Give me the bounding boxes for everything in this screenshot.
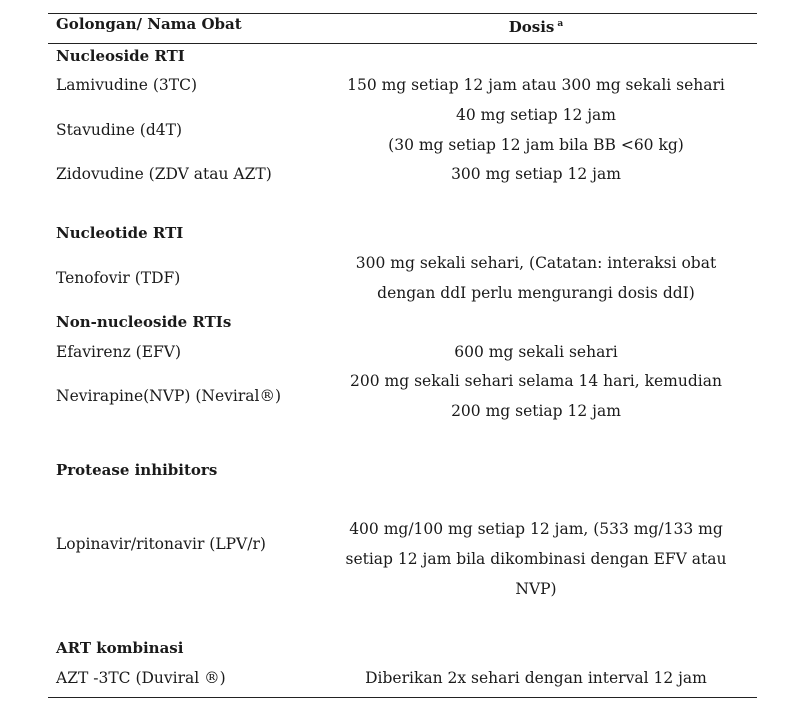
drug-name: AZT -3TC (Duviral ®) <box>56 669 226 687</box>
drug-dose: 600 mg sekali sehari <box>454 343 618 361</box>
column-header-drug: Golongan/ Nama Obat <box>56 15 242 33</box>
dose-footnote-marker: a <box>557 19 564 29</box>
table-bottom-rule <box>48 697 757 698</box>
drug-name: Efavirenz (EFV) <box>56 343 182 361</box>
group-heading: ART kombinasi <box>56 639 184 657</box>
group-heading: Nucleotide RTI <box>56 224 184 242</box>
drug-dose: dengan ddI perlu mengurangi dosis ddI) <box>377 284 695 302</box>
drug-name: Zidovudine (ZDV atau AZT) <box>56 165 272 183</box>
drug-dose: 300 mg setiap 12 jam <box>451 165 621 183</box>
drug-name: Lopinavir/ritonavir (LPV/r) <box>56 535 266 553</box>
table-header-rule <box>48 43 757 44</box>
drug-dose: NVP) <box>515 580 557 598</box>
drug-dose: 400 mg/100 mg setiap 12 jam, (533 mg/133… <box>349 520 723 538</box>
table-top-rule <box>48 13 757 14</box>
drug-dose: 300 mg sekali sehari, (Catatan: interaks… <box>355 254 717 272</box>
drug-dose: (30 mg setiap 12 jam bila BB <60 kg) <box>388 136 684 154</box>
drug-name: Stavudine (d4T) <box>56 121 183 139</box>
group-heading: Nucleoside RTI <box>56 47 185 65</box>
group-heading: Protease inhibitors <box>56 461 218 479</box>
drug-dose: 40 mg setiap 12 jam <box>456 106 616 124</box>
drug-name: Nevirapine(NVP) (Neviral®) <box>56 387 281 405</box>
drug-name: Tenofovir (TDF) <box>56 269 181 287</box>
drug-dose: 200 mg setiap 12 jam <box>451 402 621 420</box>
group-heading: Non-nucleoside RTIs <box>56 313 232 331</box>
drug-dose: Diberikan 2x sehari dengan interval 12 j… <box>365 669 707 687</box>
drug-dose: 200 mg sekali sehari selama 14 hari, kem… <box>350 372 722 390</box>
drug-dose: setiap 12 jam bila dikombinasi dengan EF… <box>345 550 727 568</box>
drug-dose: 150 mg setiap 12 jam atau 300 mg sekali … <box>347 76 725 94</box>
drug-name: Lamivudine (3TC) <box>56 76 198 94</box>
column-header-dose-label: Dosis <box>508 18 555 36</box>
column-header-dose: Dosis a <box>318 9 754 42</box>
